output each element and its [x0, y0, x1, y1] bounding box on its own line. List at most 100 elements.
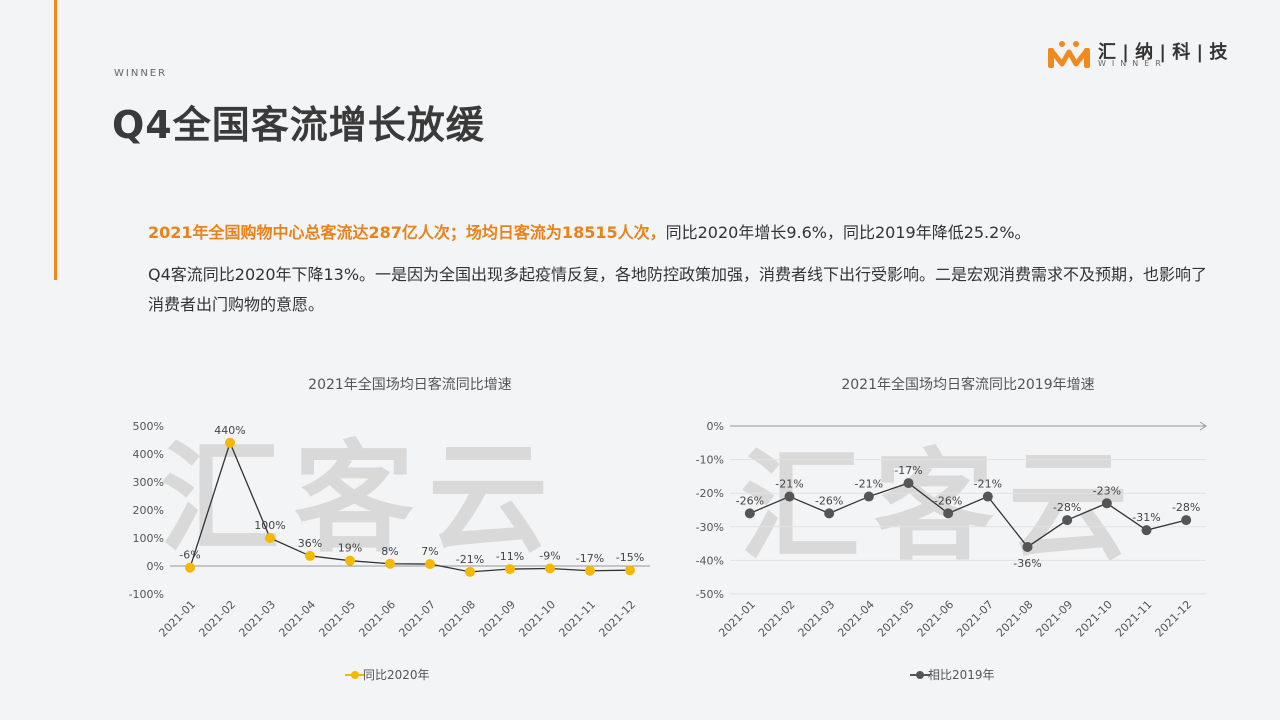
page-title: Q4全国客流增长放缓 [112, 103, 485, 147]
x-tick-label: 2021-04 [835, 598, 877, 640]
x-tick-label: 2021-07 [396, 598, 438, 640]
x-tick-label: 2021-04 [276, 598, 318, 640]
data-point [943, 508, 954, 519]
analysis-paragraph: Q4客流同比2020年下降13%。一是因为全国出现多起疫情反复，各地防控政策加强… [148, 265, 1208, 314]
data-label: -21% [456, 553, 484, 566]
data-point [305, 550, 315, 561]
y-tick-label: 0% [707, 420, 724, 433]
data-label: -36% [1013, 557, 1041, 570]
data-point [903, 478, 914, 489]
legend-label: 相比2019年 [928, 668, 995, 682]
data-point [425, 559, 435, 570]
y-tick-label: 0% [147, 560, 164, 573]
data-point [625, 565, 635, 576]
x-axis-arrow [1199, 421, 1207, 431]
y-tick-label: -30% [696, 521, 724, 534]
data-label: 7% [421, 545, 438, 558]
data-point [1062, 515, 1073, 526]
x-tick-label: 2021-10 [516, 598, 558, 640]
data-label: -21% [855, 478, 883, 491]
series-line [749, 482, 1187, 548]
accent-line [54, 0, 57, 280]
x-tick-label: 2021-08 [436, 598, 478, 640]
x-tick-label: 2021-08 [994, 598, 1036, 640]
y-tick-label: -20% [696, 487, 724, 500]
logo-icon [1048, 41, 1090, 68]
data-label: -28% [1053, 501, 1081, 514]
x-tick-label: 2021-05 [875, 598, 917, 640]
data-label: -17% [894, 464, 922, 477]
data-point [345, 555, 355, 566]
data-label: 440% [214, 424, 245, 437]
data-label: -17% [576, 552, 604, 565]
x-tick-label: 2021-06 [356, 598, 398, 640]
legend-label: 同比2020年 [363, 668, 430, 682]
data-label: -9% [539, 550, 560, 563]
x-tick-label: 2021-01 [156, 598, 198, 640]
data-label: -26% [934, 494, 962, 507]
summary-paragraph: 2021年全国购物中心总客流达287亿人次；场均日客流为18515人次，同比20… [148, 218, 1208, 248]
data-point [784, 491, 795, 502]
legend-marker [916, 671, 924, 679]
y-tick-label: 100% [133, 532, 164, 545]
chart-vs-2019: 汇客云 2021年全国场均日客流同比2019年增速 0% -10% -20% -30% -4… [696, 376, 1207, 682]
data-point [505, 564, 515, 575]
y-tick-label: -10% [696, 454, 724, 467]
company-logo: 汇 | 纳 | 科 | 技 WINNER [1046, 38, 1227, 72]
y-tick-label: 300% [133, 476, 164, 489]
x-tick-label: 2021-12 [1153, 598, 1195, 640]
x-tick-label: 2021-09 [476, 598, 518, 640]
y-tick-label: -100% [129, 588, 164, 601]
y-tick-label: -40% [696, 554, 724, 567]
legend-marker [351, 671, 359, 679]
x-tick-label: 2021-10 [1073, 598, 1115, 640]
winner-tag: WINNER [114, 68, 168, 79]
data-point [1022, 541, 1033, 552]
x-tick-label: 2021-05 [316, 598, 358, 640]
data-label: -31% [1132, 511, 1160, 524]
series-line [189, 440, 631, 573]
watermark-text: 汇客云 [740, 438, 1142, 577]
x-tick-label: 2021-11 [556, 598, 598, 640]
x-tick-label: 2021-11 [1113, 598, 1155, 640]
x-tick-label: 2021-03 [796, 598, 838, 640]
data-label: -23% [1093, 484, 1121, 497]
x-tick-label: 2021-03 [236, 598, 278, 640]
x-tick-label: 2021-01 [716, 598, 758, 640]
data-label: 19% [338, 542, 362, 555]
data-point [1181, 515, 1192, 526]
data-label: 36% [298, 537, 322, 550]
y-tick-label: -50% [696, 588, 724, 601]
x-tick-label: 2021-06 [915, 598, 957, 640]
data-point [744, 508, 755, 519]
data-point [982, 491, 993, 502]
y-tick-label: 500% [133, 420, 164, 433]
summary-rest: 同比2020年增长9.6%，同比2019年降低25.2%。 [665, 223, 1031, 242]
x-tick-label: 2021-02 [756, 598, 798, 640]
data-label: -6% [179, 549, 200, 562]
y-tick-label: 400% [133, 448, 164, 461]
x-tick-label: 2021-09 [1034, 598, 1076, 640]
data-point [1141, 525, 1152, 536]
watermark-text: 汇客云 [160, 430, 562, 569]
data-point [385, 558, 395, 569]
data-point [824, 508, 835, 519]
data-label: 8% [381, 545, 398, 558]
data-label: -21% [775, 478, 803, 491]
data-label: -26% [736, 494, 764, 507]
data-label: -21% [974, 478, 1002, 491]
data-point [225, 437, 235, 448]
x-tick-label: 2021-07 [954, 598, 996, 640]
logo-text: 汇 | 纳 | 科 | 技 [1098, 42, 1228, 63]
data-point [585, 565, 595, 576]
x-tick-label: 2021-12 [596, 598, 638, 640]
data-point [185, 562, 195, 573]
chart-title: 2021年全国场均日客流同比增速 [308, 376, 512, 393]
data-point [545, 563, 555, 574]
data-point [863, 491, 874, 502]
data-label: 100% [254, 519, 285, 532]
data-point [265, 533, 275, 543]
data-label: -11% [496, 550, 524, 563]
data-point [465, 566, 475, 577]
chart-title: 2021年全国场均日客流同比2019年增速 [841, 376, 1094, 393]
